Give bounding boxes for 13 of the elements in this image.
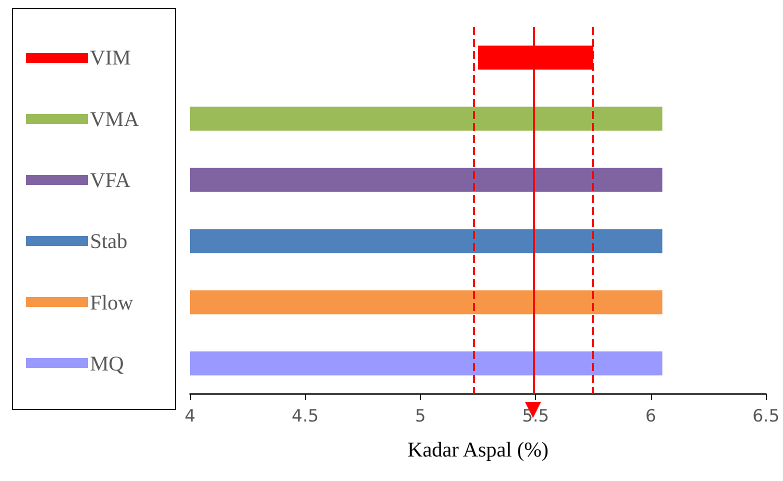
y-tick-label: VFA xyxy=(90,168,132,192)
y-tick-label: VMA xyxy=(90,106,140,131)
y-tick-label: VIM xyxy=(90,46,132,70)
x-tick-label: 5 xyxy=(414,406,426,426)
y-tick-label: Flow xyxy=(90,290,134,314)
x-tick-label: 6.5 xyxy=(752,406,780,426)
x-tick-label: 6 xyxy=(645,406,656,426)
y-tick-label: MQ xyxy=(90,351,124,376)
x-axis-title: Kadar Aspal (%) xyxy=(407,438,549,462)
x-tick-label: 5.5 xyxy=(522,406,550,426)
x-tick-label: 4 xyxy=(184,406,196,426)
x-tick-label: 4.5 xyxy=(292,406,319,426)
y-tick-label: Stab xyxy=(90,229,128,254)
